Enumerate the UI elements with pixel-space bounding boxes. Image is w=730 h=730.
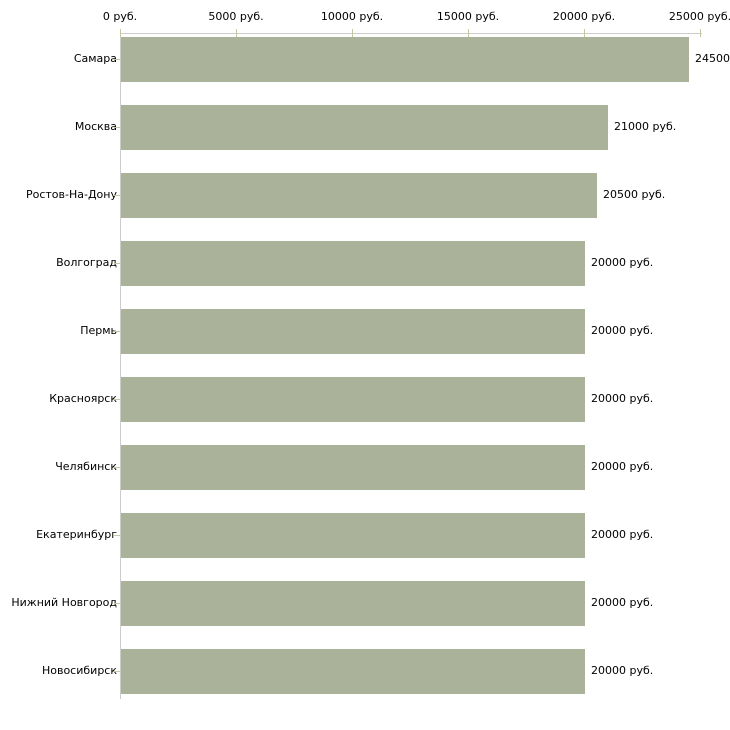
- bar: [121, 445, 585, 490]
- value-label: 20000 руб.: [591, 392, 654, 405]
- value-label: 20000 руб.: [591, 596, 654, 609]
- bar: [121, 513, 585, 558]
- category-tick-mark: [114, 127, 120, 128]
- value-label: 20000 руб.: [591, 256, 654, 269]
- category-tick-mark: [114, 467, 120, 468]
- category-label: Москва: [74, 120, 117, 133]
- bar: [121, 649, 585, 694]
- category-tick-mark: [114, 331, 120, 332]
- value-label: 20000 руб.: [591, 664, 654, 677]
- category-label: Нижний Новгород: [11, 596, 117, 609]
- category-tick-mark: [114, 671, 120, 672]
- x-axis-tick-label: 15000 руб.: [436, 10, 500, 23]
- x-axis-line: [120, 33, 702, 34]
- x-axis-tick-mark: [468, 29, 469, 37]
- category-label: Пермь: [80, 324, 117, 337]
- category-label: Волгоград: [56, 256, 117, 269]
- value-label: 24500: [695, 52, 730, 65]
- bar: [121, 173, 597, 218]
- bar: [121, 241, 585, 286]
- category-label: Красноярск: [49, 392, 117, 405]
- value-label: 20000 руб.: [591, 528, 654, 541]
- bar: [121, 309, 585, 354]
- bar: [121, 377, 585, 422]
- x-axis-tick-mark: [584, 29, 585, 37]
- value-label: 20500 руб.: [603, 188, 666, 201]
- x-axis-tick-mark: [352, 29, 353, 37]
- category-label: Самара: [73, 52, 117, 65]
- category-tick-mark: [114, 195, 120, 196]
- x-axis-tick-mark: [236, 29, 237, 37]
- bar: [121, 37, 689, 82]
- x-axis-tick-mark: [120, 29, 121, 37]
- x-axis-tick-label: 10000 руб.: [320, 10, 384, 23]
- bar: [121, 105, 608, 150]
- value-label: 20000 руб.: [591, 324, 654, 337]
- x-axis-tick-label: 5000 руб.: [208, 10, 264, 23]
- y-axis-line: [120, 33, 121, 699]
- x-axis-tick-label: 20000 руб.: [552, 10, 616, 23]
- category-tick-mark: [114, 535, 120, 536]
- x-axis-tick-mark: [700, 29, 701, 37]
- x-axis-tick-label: 25000 руб.: [668, 10, 730, 23]
- category-tick-mark: [114, 399, 120, 400]
- category-tick-mark: [114, 603, 120, 604]
- category-label: Новосибирск: [41, 664, 117, 677]
- category-label: Челябинск: [55, 460, 117, 473]
- category-tick-mark: [114, 59, 120, 60]
- value-label: 20000 руб.: [591, 460, 654, 473]
- bar: [121, 581, 585, 626]
- value-label: 21000 руб.: [614, 120, 677, 133]
- category-tick-mark: [114, 263, 120, 264]
- category-label: Екатеринбург: [36, 528, 117, 541]
- x-axis-tick-label: 0 руб.: [102, 10, 138, 23]
- category-label: Ростов-На-Дону: [25, 188, 117, 201]
